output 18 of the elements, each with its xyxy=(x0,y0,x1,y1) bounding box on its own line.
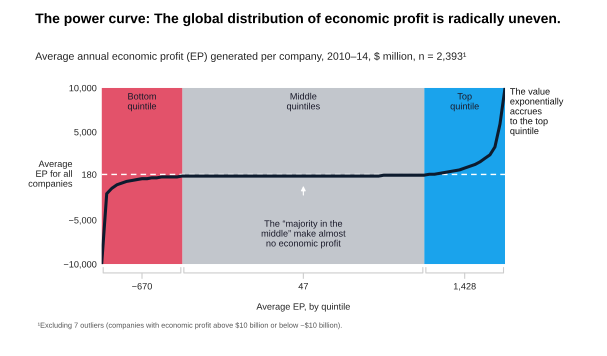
chart-title: The power curve: The global distribution of economic profit is radically uneven. xyxy=(35,13,560,26)
text: The value exponentially accrues to the top quintile xyxy=(510,88,564,136)
annotation: The “majority in the middle” make almost no economic profit xyxy=(262,220,346,248)
annotation: Middle quintiles xyxy=(286,92,320,112)
y-tick-label: 5,000 xyxy=(74,128,96,136)
line-series xyxy=(102,88,506,264)
text: −670 xyxy=(132,283,152,290)
y-tick-label: −5,000 xyxy=(68,217,96,225)
annotation: Bottom quintile xyxy=(128,93,156,112)
chart-subtitle: Average annual economic profit (EP) generated per company, 2010–14, $ million, n = 2,393¹ xyxy=(35,52,466,62)
text: Average EP for all companies xyxy=(28,160,72,189)
text: 47 xyxy=(298,283,308,290)
y-tick-label: 10,000 xyxy=(69,84,96,92)
x-axis-title: Average EP, by quintile xyxy=(256,303,350,312)
annotation: Top quintile xyxy=(450,93,479,112)
y-tick-label: −10,000 xyxy=(64,261,96,269)
text: 1,428 xyxy=(454,283,476,291)
y-tick-label: 180 xyxy=(82,171,96,178)
